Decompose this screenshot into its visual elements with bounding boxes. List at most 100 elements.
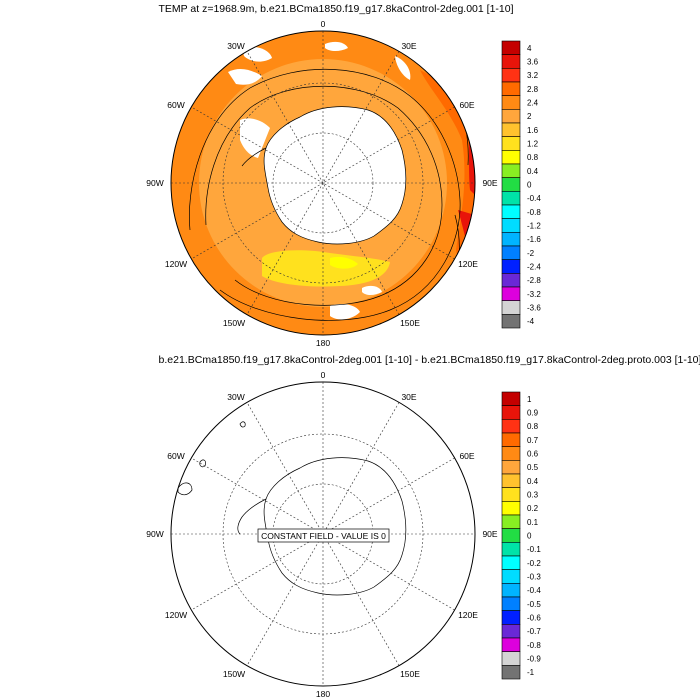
colorbar-swatch [501,473,521,488]
colorbar-tick-label: -0.3 [527,573,541,582]
colorbar-swatch [501,432,521,447]
colorbar-swatch [501,391,521,406]
colorbar-tick-label: -0.7 [527,627,541,636]
lon-label-30e: 30E [401,392,416,402]
colorbar-swatch [501,419,521,434]
colorbar-swatch [501,446,521,461]
colorbar-tick-label: 0.3 [527,491,539,500]
colorbar-tick-label: 0.2 [527,504,539,513]
colorbar-tick-label: -0.8 [527,208,541,217]
lon-label-180: 180 [316,689,330,699]
colorbar-swatch [501,596,521,611]
colorbar-tick-label: -3.2 [527,290,541,299]
colorbar-swatch [501,501,521,516]
colorbar-swatch [501,232,521,247]
colorbar-swatch [501,204,521,219]
lon-label-120e: 120E [458,259,478,269]
colorbar-swatch [501,487,521,502]
colorbar-swatch [501,405,521,420]
lon-label-30w: 30W [227,41,244,51]
colorbar-swatch [501,122,521,137]
colorbar-swatch [501,651,521,666]
constant-field-text: CONSTANT FIELD - VALUE IS 0 [261,531,386,541]
colorbar-swatch [501,68,521,83]
lon-label-60e: 60E [459,100,474,110]
colorbar-swatch [501,191,521,206]
lon-label-90e: 90E [482,178,497,188]
lon-label-120w: 120W [165,259,187,269]
colorbar-tick-label: 0.4 [527,477,539,486]
colorbar-swatch [501,95,521,110]
colorbar-swatch [501,286,521,301]
lon-label-90w: 90W [146,178,163,188]
colorbar-tick-label: -3.6 [527,304,541,313]
colorbar-temperature: 4 3.6 3.2 2.8 2.4 2 1.6 1.2 0.8 0.4 0 -0.4 -0.8 -1.2 -… [501,40,541,329]
map-panel-difference: b.e21.BCma1850.f19_g17.8kaControl-2deg.0… [146,354,700,699]
colorbar-tick-label: -0.5 [527,600,541,609]
lon-label-30e: 30E [401,41,416,51]
colorbar-swatch [501,177,521,192]
colorbar-swatch [501,245,521,260]
colorbar-tick-label: 1 [527,395,532,404]
colorbar-tick-label: -0.2 [527,559,541,568]
colorbar-tick-label: 0.6 [527,450,539,459]
lon-label-180: 180 [316,338,330,348]
panel-title: TEMP at z=1968.9m, b.e21.BCma1850.f19_g1… [159,3,514,15]
colorbar-swatch [501,569,521,584]
colorbar-swatch [501,54,521,69]
colorbar-swatch [501,109,521,124]
lon-label-120e: 120E [458,610,478,620]
lon-label-0: 0 [321,370,326,380]
colorbar-swatch [501,150,521,165]
lon-label-60w: 60W [167,100,184,110]
colorbar-tick-label: 2.8 [527,85,539,94]
lon-label-150e: 150E [400,318,420,328]
colorbar-swatch [501,542,521,557]
colorbar-tick-label: 4 [527,44,532,53]
colorbar-tick-label: -0.4 [527,194,541,203]
colorbar-swatch [501,136,521,151]
lon-label-90w: 90W [146,529,163,539]
colorbar-swatch [501,460,521,475]
colorbar-tick-label: 0.9 [527,409,539,418]
colorbar-tick-label: -0.1 [527,545,541,554]
colorbar-swatch [501,665,521,680]
colorbar-tick-label: -2.8 [527,276,541,285]
colorbar-swatch [501,514,521,529]
lon-label-150w: 150W [223,318,245,328]
colorbar-tick-label: -0.8 [527,641,541,650]
longitude-labels: 0 30E 60E 90E 120E 150E 180 150W 120W 90… [146,19,498,348]
colorbar-tick-label: -0.6 [527,614,541,623]
colorbar-tick-label: 2 [527,112,532,121]
lon-label-30w: 30W [227,392,244,402]
colorbar-tick-label: -1 [527,668,535,677]
colorbar-tick-label: 0 [527,181,532,190]
colorbar-tick-label: 1.6 [527,126,539,135]
colorbar-swatch [501,624,521,639]
colorbar-swatch [501,528,521,543]
colorbar-swatch [501,314,521,329]
longitude-labels: 0 30E 60E 90E 120E 150E 180 150W 120W 90… [146,370,498,699]
colorbar-tick-label: 3.2 [527,71,539,80]
colorbar-tick-label: 0 [527,532,532,541]
colorbar-swatch [501,163,521,178]
temperature-field [171,31,475,335]
lon-label-60e: 60E [459,451,474,461]
colorbar-tick-label: -2 [527,249,535,258]
colorbar-difference: 1 0.9 0.8 0.7 0.6 0.5 0.4 0.3 0.2 0.1 0 -0.1 -0.2 -0.… [501,391,541,680]
colorbar-tick-label: 0.8 [527,422,539,431]
colorbar-tick-label: 2.4 [527,99,539,108]
colorbar-swatch [501,637,521,652]
colorbar-tick-label: 0.1 [527,518,539,527]
colorbar-tick-label: -2.4 [527,263,541,272]
panel-title: b.e21.BCma1850.f19_g17.8kaControl-2deg.0… [159,354,700,366]
colorbar-swatch [501,555,521,570]
colorbar-tick-label: -0.4 [527,586,541,595]
lon-label-0: 0 [321,19,326,29]
colorbar-tick-label: -0.9 [527,655,541,664]
colorbar-tick-label: 3.6 [527,58,539,67]
colorbar-tick-label: 0.8 [527,153,539,162]
colorbar-swatch [501,40,521,55]
colorbar-tick-label: -4 [527,317,535,326]
